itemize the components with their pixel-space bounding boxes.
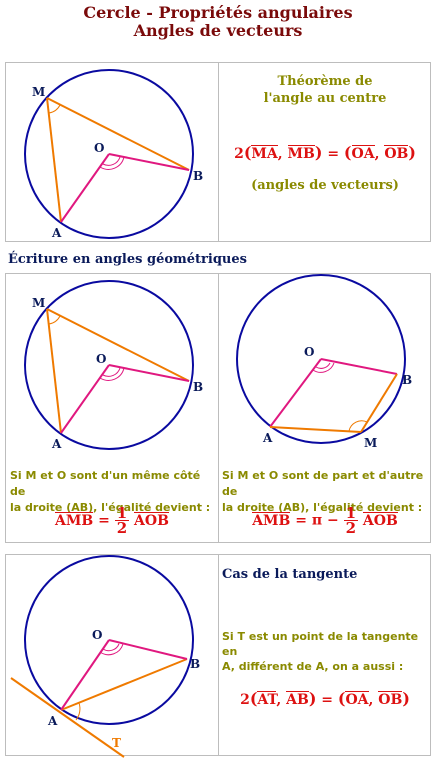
segment-OA-left [60, 364, 110, 434]
angle-arc-O-inner [102, 156, 121, 166]
angle-arc-O-left-inner [102, 367, 121, 377]
segment-MB [46, 97, 190, 171]
segment-OA [60, 153, 110, 223]
segment-OB-right [320, 358, 398, 375]
label-A-tangent: A [47, 714, 58, 728]
tangent-condition-line-1: Si T est un point de la tangente en [222, 630, 419, 658]
angle-arc-O-outer [99, 156, 125, 170]
tangent-formula: 2(AT, AB) = (OA, OB) [240, 689, 410, 708]
geometric-angles-figures: M O A B O B A M [24, 274, 412, 451]
panel-geometric-angles: M O A B O B A M Si M et O sont d'un même… [5, 273, 431, 543]
angle-AMB-left: AMB [55, 511, 94, 529]
theorem-formula: 2(MA, MB) = (OA, OB) [234, 143, 416, 162]
tangent-figure: O B A T [10, 555, 200, 758]
tangent-condition-line-2: A, différent de A, on a aussi : [222, 660, 404, 673]
section-heading-geometric-angles: Écriture en angles géométriques [8, 252, 247, 267]
theorem-title-line-1: Théorème de [277, 74, 373, 89]
central-angle-figure: M O A B [24, 69, 203, 240]
segment-OA-right [269, 358, 322, 428]
panel-divider [218, 63, 219, 241]
left-formula-equals: = [98, 512, 110, 529]
circle-left [24, 280, 194, 450]
label-M-left: M [32, 296, 45, 310]
formula-coef: 2 [234, 146, 244, 162]
tangent-formula-equals: = [321, 692, 334, 708]
segment-OB [108, 153, 190, 171]
angle-AMB-right: AMB [252, 511, 291, 529]
title-line-2: Angles de vecteurs [133, 21, 303, 40]
segment-MB-left [46, 308, 190, 382]
angle-arc-O-tangent-inner [102, 643, 120, 652]
label-O-tangent: O [92, 628, 102, 642]
label-A: A [51, 226, 62, 240]
tangent-line [10, 677, 125, 758]
label-O-left: O [96, 352, 106, 366]
label-M: M [32, 85, 45, 99]
label-A-right: A [262, 431, 273, 445]
circle-right [236, 274, 406, 444]
vector-AB: AB [286, 691, 309, 708]
segment-MB-right [360, 373, 398, 433]
angle-arc-M-right [348, 420, 368, 432]
label-A-left: A [51, 437, 62, 451]
panel-divider [218, 555, 219, 755]
right-fraction-numerator: 1 [343, 504, 359, 522]
label-B: B [193, 169, 203, 183]
angle-AOB-left: AOB [134, 511, 169, 529]
circle [24, 69, 194, 239]
segment-MA [46, 97, 62, 223]
panel-divider [218, 274, 219, 542]
left-fraction-numerator: 1 [114, 504, 130, 522]
formula-equals: = [327, 146, 340, 162]
right-formula-equals-pi-minus: = π − [295, 512, 339, 529]
vector-OA: OA [351, 145, 375, 162]
segment-AB [60, 658, 188, 711]
segment-MA-left [46, 308, 62, 434]
left-condition-line-2: la droite (AB), l'égalité devient : [10, 501, 211, 514]
right-condition-line-1: Si M et O sont de part et d'autre de [222, 469, 424, 498]
segment-AM-right [269, 426, 362, 433]
angle-arc-O-right-outer [312, 362, 335, 373]
label-O-right: O [304, 345, 314, 359]
segment-OB-tangent [108, 639, 188, 660]
tangent-formula-coef: 2 [240, 692, 250, 708]
label-B-left: B [193, 380, 203, 394]
segment-OA-tangent [60, 639, 110, 711]
angle-arc-O-tangent-outer [99, 643, 124, 656]
label-M-right: M [364, 436, 377, 450]
vector-AT: AT [257, 691, 277, 708]
vector-OB-tangent: OB [378, 691, 403, 708]
angle-arc-M [48, 104, 61, 114]
right-fraction-denominator: 2 [345, 519, 357, 537]
angle-arc-M-left [48, 315, 61, 325]
circle-tangent [24, 555, 194, 725]
segment-OB-left [108, 364, 190, 382]
right-condition-line-2: la droite (AB), l'égalité devient : [222, 501, 423, 514]
vector-OA-tangent: OA [345, 691, 369, 708]
panel-tangent-case: O B A T Cas de la tangente Si T est un p… [5, 554, 431, 758]
angle-AOB-right: AOB [362, 511, 398, 529]
angle-arc-O-left-outer [99, 367, 125, 381]
left-condition-line-1: Si M et O sont d'un même côté de [10, 469, 201, 498]
label-O: O [94, 141, 104, 155]
vector-MB: MB [287, 145, 315, 162]
tangent-heading: Cas de la tangente [222, 567, 358, 582]
label-B-tangent: B [190, 657, 200, 671]
left-fraction-denominator: 2 [116, 519, 128, 537]
theorem-note: (angles de vecteurs) [251, 178, 399, 193]
vector-MA: MA [251, 145, 278, 162]
label-B-right: B [402, 373, 412, 387]
label-T-tangent: T [112, 736, 121, 750]
panel-central-angle-theorem: M O A B Théorème de l'angle au centre 2(… [5, 62, 431, 242]
title-line-1: Cercle - Propriétés angulaires [83, 3, 353, 22]
angle-arc-O-right-inner [315, 362, 331, 369]
theorem-title-line-2: l'angle au centre [263, 91, 387, 106]
angle-arc-A-tangent [75, 702, 81, 721]
vector-OB: OB [384, 145, 409, 162]
